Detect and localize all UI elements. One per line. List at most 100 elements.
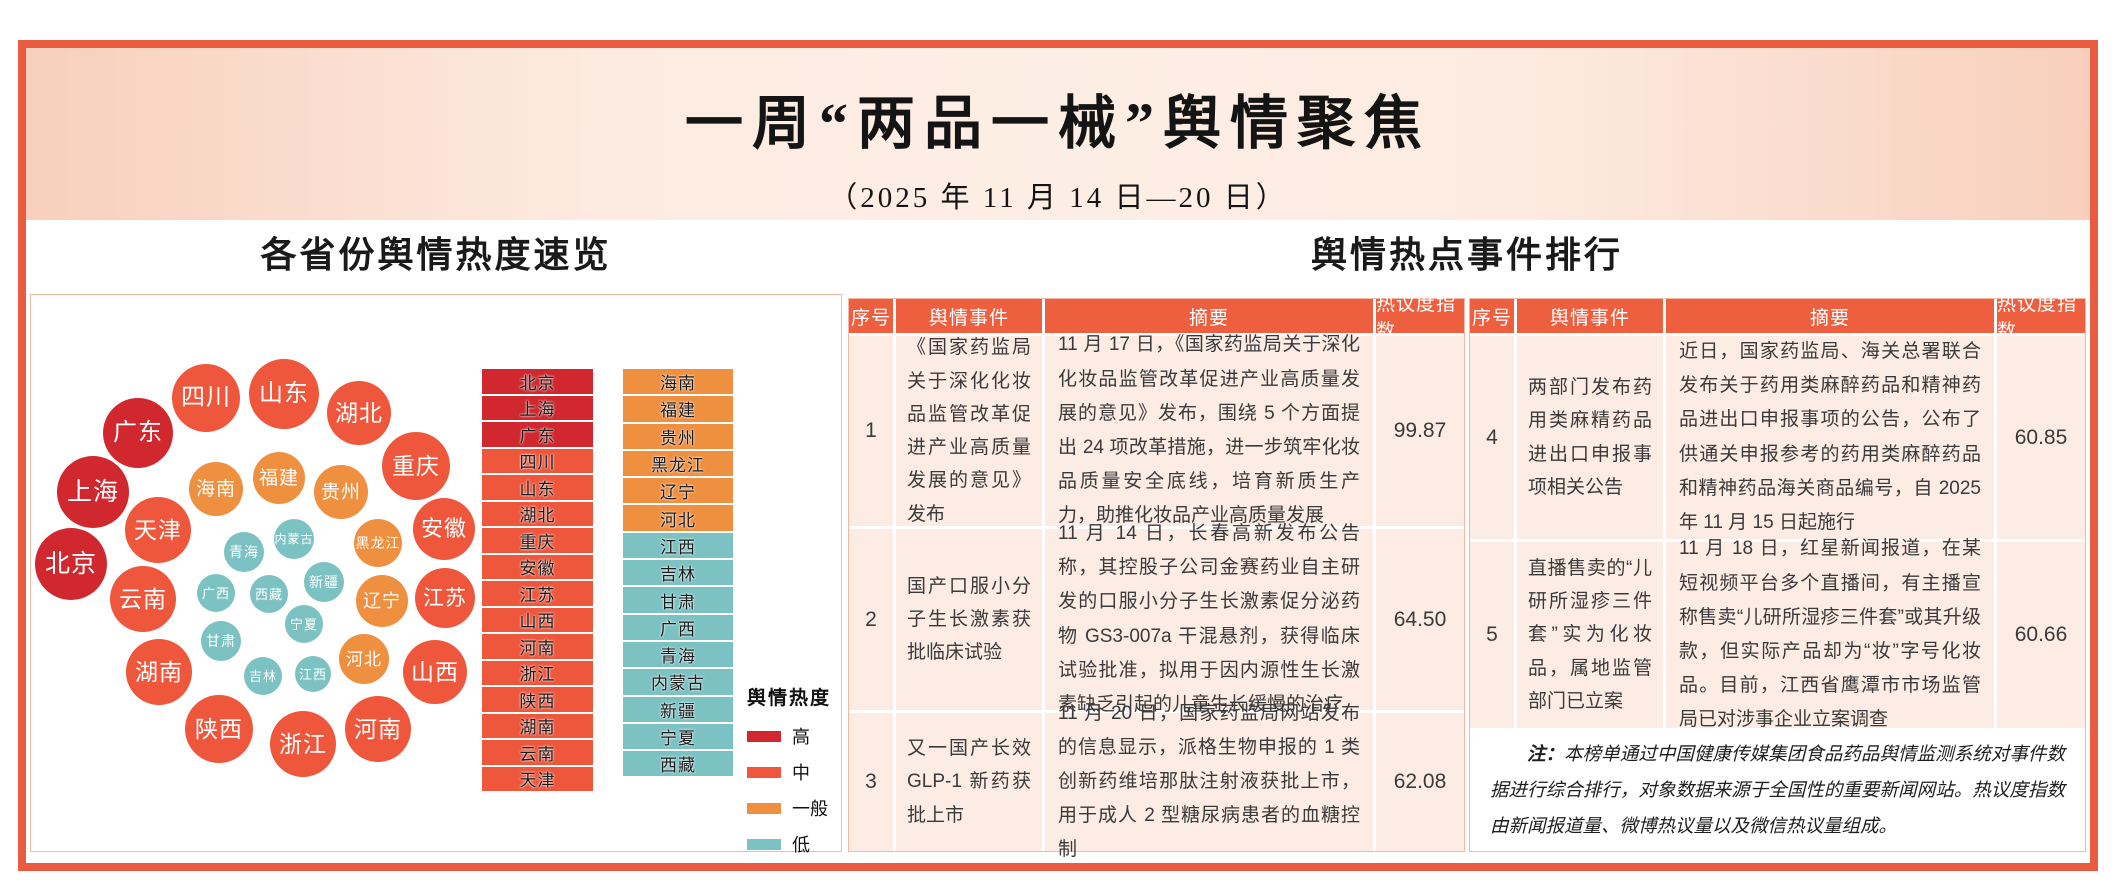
heat-legend: 舆情热度 高中一般低: [747, 683, 831, 867]
footnote-text: 注：本榜单通过中国健康传媒集团食品药品舆情监测系统对事件数据进行综合排行，对象数…: [1490, 744, 2065, 838]
event-rank: 2: [849, 529, 893, 710]
event-ranking-heading: 舆情热点事件排行: [1310, 235, 1623, 275]
province-bubble-江西: 江西: [295, 656, 331, 692]
province-bubble-山东: 山东: [249, 359, 319, 429]
event-summary-text: 11 月 17 日，《国家药监局关于深化化妆品监管改革促进产业高质量发展的意见》…: [1058, 334, 1360, 527]
event-title: 直播售卖的“儿研所湿疹三件套”实为化妆品，属地监管部门已立案: [1517, 542, 1663, 728]
province-bubble-河南: 河南: [345, 696, 411, 762]
footnote: 注：本榜单通过中国健康传媒集团食品药品舆情监测系统对事件数据进行综合排行，对象数…: [1470, 731, 2085, 851]
province-bubble-湖南: 湖南: [126, 639, 192, 705]
event-summary: 11 月 18 日，红星新闻报道，在某短视频平台多个直播间，有主播宣称售卖“儿研…: [1666, 538, 1994, 730]
legend-item-低: 低: [747, 831, 831, 857]
province-bubble-安徽: 安徽: [413, 498, 475, 560]
legend-label: 高: [792, 727, 810, 747]
rank-bar-山西: 山西: [482, 607, 593, 632]
legend-swatch: [747, 838, 781, 850]
rank-bar-海南: 海南: [623, 369, 733, 395]
events-table-2: 序号 舆情事件 摘要 热议度指数 4 两部门发布药用类麻精药品进出口申报事项相关公告 近日，…: [1469, 294, 2086, 852]
rank-bar-陕西: 陕西: [482, 687, 593, 712]
column-header: 摘要: [1045, 299, 1373, 333]
province-bubble-北京: 北京: [35, 528, 107, 600]
event-summary-text: 近日，国家药监局、海关总署联合发布关于药用类麻醉药品和精神药品进出口申报事项的公…: [1679, 340, 1981, 533]
province-heat-panel: 四川 山东 湖北 广东 重庆 上海 海南 福建 贵州 天津 安徽 青海 内蒙古 黑龙江 北京 云南 广西 西藏 新疆…: [30, 294, 842, 855]
rank-bar-吉林: 吉林: [623, 560, 733, 586]
event-rank: 1: [849, 336, 893, 526]
rank-bar-青海: 青海: [623, 641, 733, 668]
event-rank: 4: [1470, 336, 1514, 539]
legend-label: 中: [792, 763, 810, 783]
province-bubble-贵州: 贵州: [314, 465, 368, 519]
page-subtitle: （2025 年 11 月 14 日—20 日）: [828, 182, 1288, 214]
event-summary-text: 11 月 20 日，国家药监局网站发布的信息显示，派格生物申报的 1 类创新药维…: [1058, 702, 1360, 861]
rank-bar-西藏: 西藏: [623, 751, 733, 777]
page-title: 一周“两品一械”舆情聚焦: [684, 91, 1431, 156]
event-summary: 11 月 17 日，《国家药监局关于深化化妆品监管改革促进产业高质量发展的意见》…: [1045, 334, 1373, 526]
event-index: 64.50: [1376, 529, 1464, 710]
rank-bar-湖南: 湖南: [482, 713, 593, 738]
rank-bar-湖北: 湖北: [482, 501, 593, 526]
event-title: 《国家药监局关于深化化妆品监管改革促进产业高质量发展的意见》发布: [896, 336, 1042, 526]
event-title-text: 两部门发布药用类麻精药品进出口申报事项相关公告: [1528, 377, 1652, 498]
province-bubble-山西: 山西: [403, 640, 467, 704]
rank-bar-贵州: 贵州: [623, 423, 733, 449]
legend-swatch: [747, 730, 781, 742]
province-bubble-浙江: 浙江: [270, 711, 336, 777]
header-band: 一周“两品一械”舆情聚焦 （2025 年 11 月 14 日—20 日）: [26, 48, 2090, 220]
rank-bar-广东: 广东: [482, 422, 593, 447]
province-bubble-四川: 四川: [172, 364, 240, 432]
province-bubble-重庆: 重庆: [382, 432, 450, 500]
column-header: 舆情事件: [896, 299, 1042, 333]
legend-item-一般: 一般: [747, 795, 831, 821]
province-bubble-吉林: 吉林: [244, 657, 282, 695]
province-bubble-上海: 上海: [57, 456, 129, 528]
province-bubble-黑龙江: 黑龙江: [354, 519, 402, 567]
rank-column-1: 北京 上海 广东 四川 山东 湖北 重庆 安徽 江苏 山西 河南 浙江 陕西 湖南 云南 天津: [482, 369, 593, 791]
province-heat-heading: 各省份舆情热度速览: [260, 235, 612, 275]
event-title: 又一国产长效 GLP-1 新药获批上市: [896, 713, 1042, 851]
rank-bar-河南: 河南: [482, 634, 593, 659]
column-header: 热议度指数: [1376, 294, 1464, 342]
events-table-1: 序号 舆情事件 摘要 热议度指数 1 《国家药监局关于深化化妆品监管改革促进产业高质量发展…: [848, 294, 1465, 860]
rank-bar-四川: 四川: [482, 448, 593, 473]
rank-bar-辽宁: 辽宁: [623, 478, 733, 504]
legend-swatch: [747, 802, 781, 814]
event-rank: 5: [1470, 542, 1514, 728]
event-rank: 3: [849, 713, 893, 851]
event-title: 两部门发布药用类麻精药品进出口申报事项相关公告: [1517, 336, 1663, 539]
footnote-label: 注：: [1527, 744, 1565, 765]
event-summary-text: 11 月 18 日，红星新闻报道，在某短视频平台多个直播间，有主播宣称售卖“儿研…: [1679, 538, 1981, 731]
province-bubble-辽宁: 辽宁: [356, 575, 408, 627]
province-bubble-西藏: 西藏: [250, 575, 288, 613]
rank-bar-天津: 天津: [482, 766, 593, 791]
event-title-text: 又一国产长效 GLP-1 新药获批上市: [907, 738, 1031, 826]
province-bubble-福建: 福建: [253, 452, 305, 504]
rank-bar-上海: 上海: [482, 395, 593, 420]
event-title-text: 《国家药监局关于深化化妆品监管改革促进产业高质量发展的意见》发布: [907, 337, 1031, 525]
rank-bar-内蒙古: 内蒙古: [623, 669, 733, 695]
rank-bar-广西: 广西: [623, 614, 733, 640]
province-bubble-陕西: 陕西: [185, 695, 253, 763]
province-bubble-宁夏: 宁夏: [285, 605, 323, 643]
province-bubble-云南: 云南: [110, 566, 176, 632]
rank-bar-江苏: 江苏: [482, 581, 593, 606]
rank-bar-甘肃: 甘肃: [623, 587, 733, 613]
event-summary: 11 月 20 日，国家药监局网站发布的信息显示，派格生物申报的 1 类创新药维…: [1045, 703, 1373, 860]
rank-bar-河北: 河北: [623, 505, 733, 531]
legend-item-高: 高: [747, 723, 831, 749]
column-header: 热议度指数: [1997, 294, 2085, 342]
province-bubble-广东: 广东: [103, 398, 173, 468]
province-bubble-内蒙古: 内蒙古: [274, 519, 314, 559]
rank-bar-江西: 江西: [623, 532, 733, 559]
event-index: 62.08: [1376, 713, 1464, 851]
rank-bar-浙江: 浙江: [482, 660, 593, 685]
rank-bar-新疆: 新疆: [623, 696, 733, 722]
event-summary: 近日，国家药监局、海关总署联合发布关于药用类麻醉药品和精神药品进出口申报事项的公…: [1666, 336, 1994, 539]
legend-title: 舆情热度: [747, 688, 832, 709]
event-summary: 11 月 14 日，长春高新发布公告称，其控股子公司金赛药业自主研发的口服小分子…: [1045, 523, 1373, 715]
column-header: 序号: [849, 299, 893, 333]
legend-label: 低: [792, 835, 810, 855]
rank-bar-福建: 福建: [623, 396, 733, 422]
rank-bar-北京: 北京: [482, 369, 593, 394]
province-bubble-海南: 海南: [189, 462, 243, 516]
